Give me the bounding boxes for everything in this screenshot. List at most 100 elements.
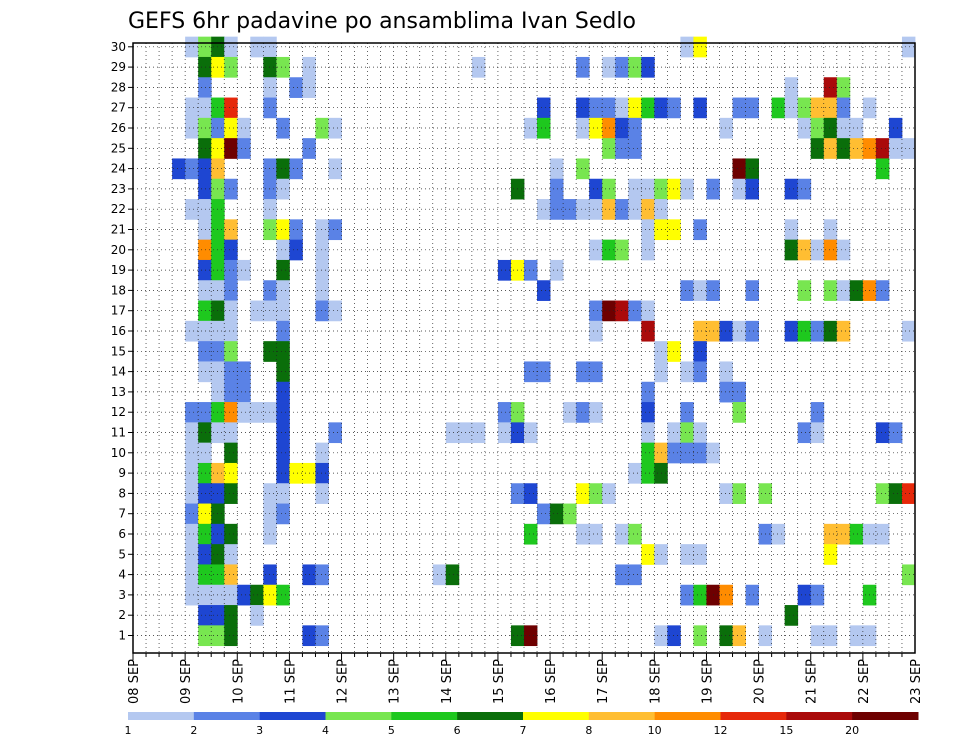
heatmap-cell bbox=[224, 483, 238, 504]
x-tick-label: 09 SEP bbox=[179, 659, 194, 704]
heatmap-cell bbox=[680, 280, 694, 301]
y-tick-label: 29 bbox=[111, 60, 126, 74]
x-tick-label: 08 SEP bbox=[127, 659, 142, 704]
heatmap-cell bbox=[641, 239, 655, 261]
heatmap-cell bbox=[784, 77, 799, 98]
heatmap-cell bbox=[784, 239, 799, 261]
heatmap-cell bbox=[823, 239, 838, 261]
heatmap-cell bbox=[836, 523, 851, 545]
heatmap-cell bbox=[732, 158, 746, 180]
y-tick-label: 30 bbox=[111, 40, 126, 54]
heatmap-cell bbox=[628, 300, 642, 322]
y-tick-label: 26 bbox=[111, 121, 126, 135]
heatmap-cell bbox=[589, 402, 603, 423]
heatmap-cell bbox=[589, 117, 603, 139]
heatmap-cell bbox=[445, 564, 460, 586]
heatmap-cell bbox=[784, 219, 799, 241]
x-tick-label: 23 SEP bbox=[909, 659, 924, 704]
heatmap-cell bbox=[667, 341, 681, 362]
heatmap-cell bbox=[289, 219, 303, 241]
heatmap-cell bbox=[276, 158, 290, 180]
heatmap-cell bbox=[289, 77, 303, 98]
heatmap-cell bbox=[263, 178, 277, 200]
heatmap-cell bbox=[797, 320, 812, 342]
heatmap-cell bbox=[589, 97, 603, 119]
x-tick-label: 22 SEP bbox=[857, 659, 872, 704]
heatmap-cell bbox=[237, 381, 251, 403]
heatmap-cell bbox=[589, 178, 603, 200]
heatmap-cell bbox=[784, 320, 799, 342]
heatmap-cell bbox=[576, 97, 590, 119]
heatmap-cell bbox=[315, 625, 329, 647]
heatmap-cell bbox=[224, 178, 238, 200]
heatmap-cell bbox=[276, 483, 290, 504]
heatmap-cell bbox=[263, 97, 277, 119]
legend-label: 4 bbox=[322, 724, 329, 737]
heatmap-cell bbox=[263, 300, 277, 322]
heatmap-cell bbox=[680, 422, 694, 444]
heatmap-cell bbox=[185, 117, 199, 139]
heatmap-cell bbox=[237, 117, 251, 139]
heatmap-cell bbox=[276, 219, 290, 241]
heatmap-cell bbox=[667, 625, 681, 647]
heatmap-cell bbox=[315, 442, 329, 464]
heatmap-cell bbox=[198, 442, 212, 464]
heatmap-cell bbox=[680, 178, 694, 200]
heatmap-cell bbox=[901, 36, 916, 58]
heatmap-cell bbox=[263, 584, 277, 606]
x-tick-label: 10 SEP bbox=[231, 659, 246, 704]
heatmap-cell bbox=[263, 341, 277, 362]
heatmap-cell bbox=[680, 544, 694, 565]
heatmap-cell bbox=[224, 138, 238, 159]
x-tick-label: 11 SEP bbox=[283, 659, 298, 704]
heatmap-cell bbox=[198, 605, 212, 626]
heatmap-cell bbox=[693, 361, 707, 383]
heatmap-cell bbox=[836, 97, 851, 119]
y-tick-label: 20 bbox=[111, 243, 126, 257]
y-tick-label: 18 bbox=[111, 283, 126, 297]
heatmap-cell bbox=[602, 117, 616, 139]
heatmap-cell bbox=[185, 564, 199, 586]
heatmap-cell bbox=[797, 584, 812, 606]
heatmap-cell bbox=[224, 259, 238, 281]
heatmap-cell bbox=[198, 462, 212, 484]
heatmap-cell bbox=[237, 259, 251, 281]
heatmap-cell bbox=[185, 462, 199, 484]
heatmap-cell bbox=[797, 97, 812, 119]
heatmap-cell bbox=[628, 97, 642, 119]
heatmap-cell bbox=[745, 584, 759, 606]
y-tick-label: 17 bbox=[111, 304, 126, 318]
heatmap-cell bbox=[198, 178, 212, 200]
heatmap-cell bbox=[576, 523, 590, 545]
heatmap-cell bbox=[732, 178, 746, 200]
heatmap-cell bbox=[875, 158, 890, 180]
heatmap-cell bbox=[328, 158, 342, 180]
heatmap-cell bbox=[667, 178, 681, 200]
heatmap-cell bbox=[823, 280, 838, 301]
heatmap-cell bbox=[901, 483, 916, 504]
heatmap-cell bbox=[276, 462, 290, 484]
heatmap-cell bbox=[875, 138, 890, 159]
heatmap-cell bbox=[276, 584, 290, 606]
heatmap-cell bbox=[576, 361, 590, 383]
heatmap-cell bbox=[745, 97, 759, 119]
heatmap-cell bbox=[185, 503, 199, 525]
heatmap-cell bbox=[641, 56, 655, 78]
heatmap-cell bbox=[185, 544, 199, 565]
heatmap-cell bbox=[276, 300, 290, 322]
heatmap-cell bbox=[315, 259, 329, 281]
heatmap-cell bbox=[524, 523, 538, 545]
legend-swatch bbox=[852, 712, 919, 720]
legend-swatch bbox=[325, 712, 392, 720]
heatmap-cell bbox=[641, 422, 655, 444]
y-tick-label: 28 bbox=[111, 80, 126, 94]
heatmap-cell bbox=[641, 300, 655, 322]
x-tick-label: 13 SEP bbox=[388, 659, 403, 704]
y-tick-label: 10 bbox=[111, 446, 126, 460]
heatmap-cell bbox=[224, 544, 238, 565]
heatmap-cell bbox=[641, 178, 655, 200]
y-tick-label: 11 bbox=[111, 426, 126, 440]
heatmap-cell bbox=[263, 402, 277, 423]
y-tick-label: 24 bbox=[111, 162, 126, 176]
heatmap-cell bbox=[875, 422, 890, 444]
